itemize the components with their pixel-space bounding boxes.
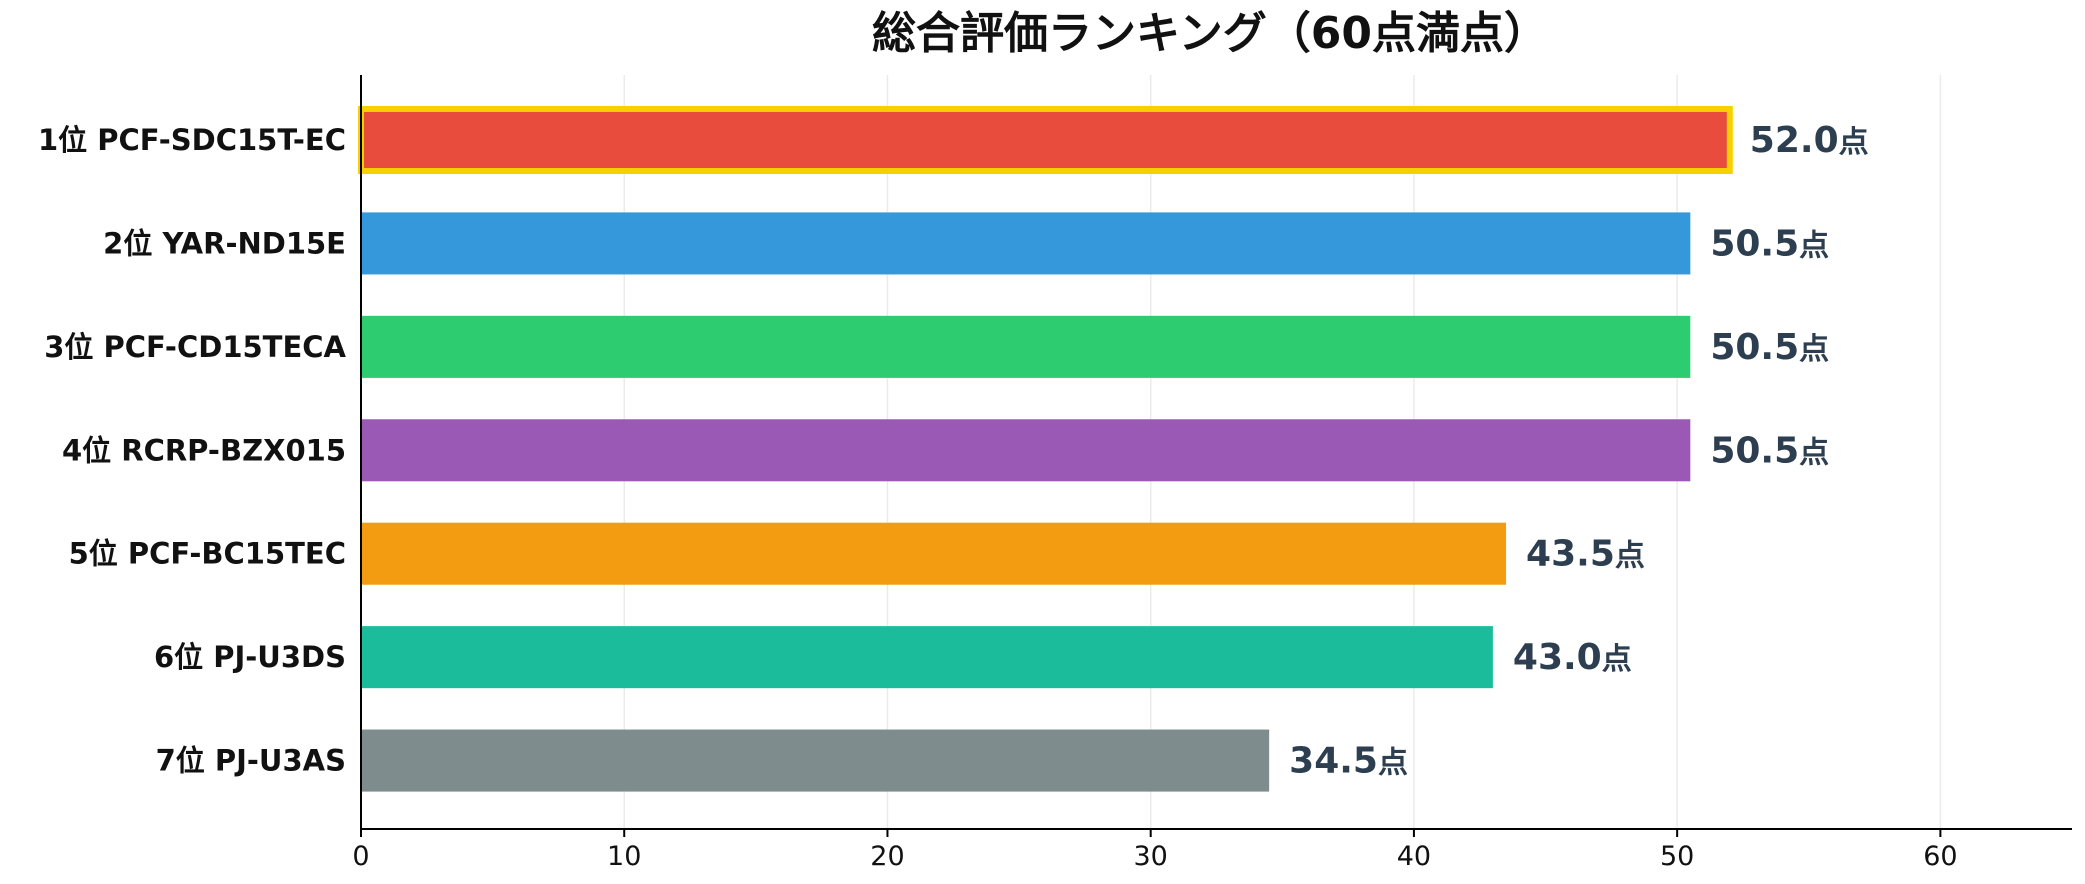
bar-7 xyxy=(361,729,1270,792)
value-labels: 52.0点 50.5点 50.5点 50.5点 43.5点 43.0点 34.5点 xyxy=(1289,120,1868,782)
bar-3 xyxy=(361,315,1691,378)
category-labels: 1位 PCF-SDC15T-EC 2位 YAR-ND15E 3位 PCF-CD15T… xyxy=(38,123,347,778)
category-label-5: 5位 PCF-BC15TEC xyxy=(69,537,346,571)
category-label-3: 3位 PCF-CD15TECA xyxy=(44,330,346,364)
x-tick-label-20: 20 xyxy=(870,841,904,872)
category-label-2: 2位 YAR-ND15E xyxy=(103,226,346,260)
value-label-7: 34.5点 xyxy=(1289,741,1408,782)
x-tick-label-0: 0 xyxy=(352,841,369,872)
x-tick-label-60: 60 xyxy=(1923,841,1957,872)
value-label-5: 43.5点 xyxy=(1526,534,1645,575)
x-tick-label-40: 40 xyxy=(1397,841,1431,872)
bar-6 xyxy=(361,626,1493,689)
bars xyxy=(358,105,1733,792)
chart-title: 総合評価ランキング（60点満点） xyxy=(872,8,1548,59)
bar-2 xyxy=(361,212,1691,275)
value-label-3: 50.5点 xyxy=(1710,327,1829,368)
category-label-7: 7位 PJ-U3AS xyxy=(156,744,346,778)
x-tick-label-30: 30 xyxy=(1134,841,1168,872)
x-axis-ticks: 0 10 20 30 40 50 60 xyxy=(352,829,1958,872)
category-label-4: 4位 RCRP-BZX015 xyxy=(62,433,346,467)
value-label-2: 50.5点 xyxy=(1710,223,1829,264)
value-label-1: 52.0点 xyxy=(1750,120,1869,161)
value-label-6: 43.0点 xyxy=(1513,637,1632,678)
bar-1 xyxy=(358,105,1733,175)
x-tick-label-50: 50 xyxy=(1660,841,1694,872)
category-label-6: 6位 PJ-U3DS xyxy=(154,640,346,674)
category-label-1: 1位 PCF-SDC15T-EC xyxy=(38,123,346,157)
value-label-4: 50.5点 xyxy=(1710,430,1829,471)
x-tick-label-10: 10 xyxy=(607,841,641,872)
bar-4 xyxy=(361,419,1691,482)
bar-5 xyxy=(361,522,1507,585)
